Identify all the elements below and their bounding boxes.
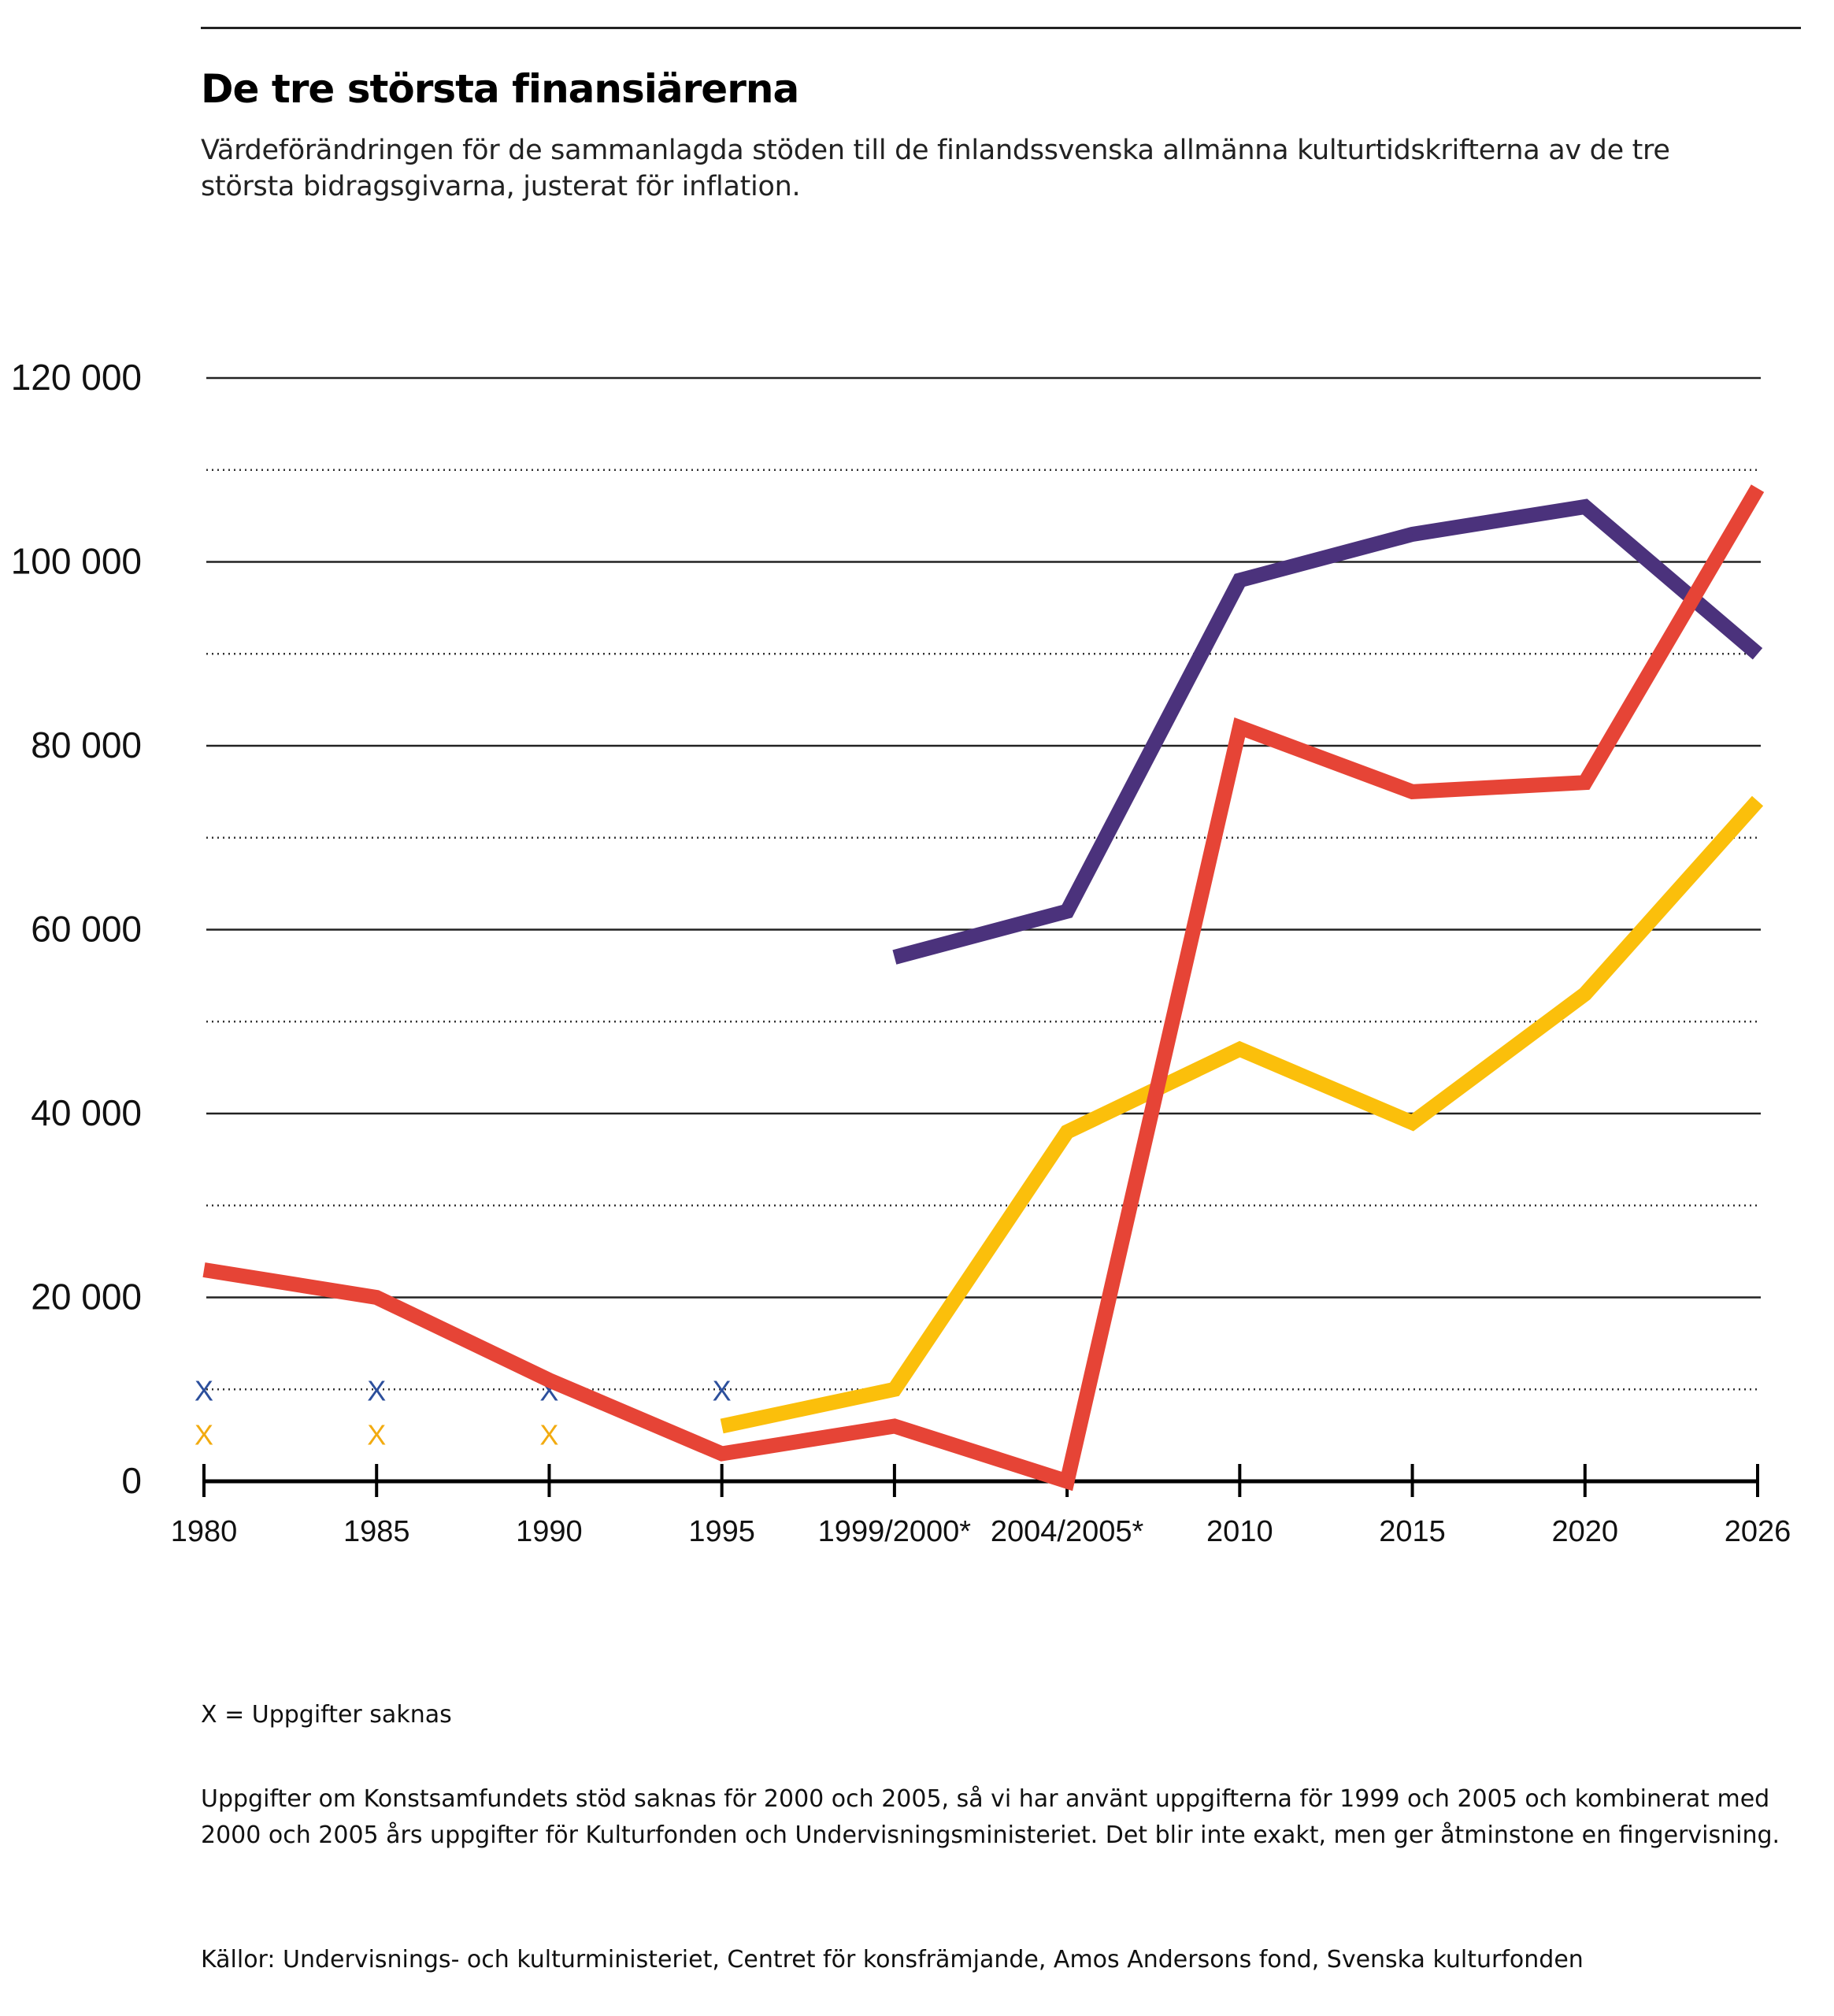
- top-rule: [201, 27, 1801, 29]
- chart-subtitle: Värdeförändringen för de sammanlagda stö…: [201, 135, 1670, 202]
- missing-data-marker: X: [367, 1374, 386, 1406]
- y-tick-label: 100 000: [11, 541, 142, 582]
- sources-note: Källor: Undervisnings- och kulturministe…: [201, 1946, 1584, 1973]
- y-tick-label: 40 000: [31, 1092, 142, 1133]
- x-tick-label: 2020: [1552, 1515, 1619, 1548]
- missing-data-marker: X: [195, 1374, 213, 1406]
- missing-data-marker: X: [367, 1418, 386, 1451]
- x-tick-label: 1999/2000*: [818, 1515, 972, 1548]
- chart-title: De tre största finansiärerna: [201, 66, 799, 112]
- x-tick-label: 2004/2005*: [991, 1515, 1144, 1548]
- x-tick-label: 1980: [171, 1515, 238, 1548]
- missing-data-legend: X = Uppgifter saknas: [201, 1701, 452, 1729]
- x-tick-label: 1985: [343, 1515, 410, 1548]
- x-tick-label: 2015: [1379, 1515, 1446, 1548]
- x-tick-label: 1995: [688, 1515, 755, 1548]
- missing-data-marker: X: [539, 1418, 558, 1451]
- missing-data-marker: X: [195, 1418, 213, 1451]
- x-tick-label: 2026: [1725, 1515, 1791, 1548]
- series-line-red-series: [202, 484, 1765, 1492]
- y-tick-label: 0: [121, 1460, 142, 1501]
- method-note: Uppgifter om Konstsamfundets stöd saknas…: [201, 1785, 1780, 1849]
- y-tick-label: 80 000: [31, 724, 142, 765]
- series-line-purple-series: [892, 498, 1763, 965]
- y-tick-label: 120 000: [11, 357, 142, 398]
- y-tick-label: 60 000: [31, 909, 142, 950]
- x-tick-label: 1990: [516, 1515, 583, 1548]
- x-tick-label: 2010: [1206, 1515, 1273, 1548]
- y-tick-label: 20 000: [31, 1277, 142, 1317]
- missing-data-marker: X: [713, 1374, 732, 1406]
- line-chart: 0 20 000 40 000 60 000 80 000 100 000 120 000 1…: [11, 357, 1791, 1548]
